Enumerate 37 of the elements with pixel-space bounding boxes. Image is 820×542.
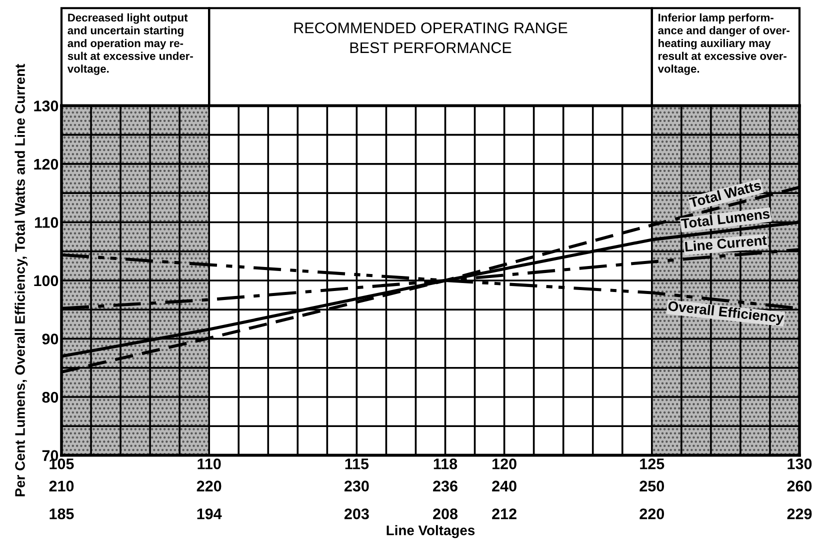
x2-tick-label: 250: [640, 480, 664, 492]
text: 208: [433, 508, 458, 520]
text: Total Watts: [688, 180, 762, 208]
text: 229: [787, 508, 812, 520]
text: 220: [640, 508, 664, 520]
band-label: Inferior lamp perform- ance and danger of over- heating auxiliary may result at excessive over- voltage.: [658, 13, 790, 75]
x-tick-label: 125: [640, 458, 664, 470]
x-tick-label: 110: [198, 458, 221, 470]
y-tick-label: 100: [34, 275, 58, 286]
y-tick-label: 110: [35, 217, 58, 228]
x-tick-label: 105: [50, 458, 74, 470]
text: 212: [492, 508, 516, 520]
y-axis-title: Per Cent Lumens, Overall Efficiency, Total Watts and Line Current: [14, 64, 28, 496]
text: Total Lumens: [680, 208, 770, 229]
x-axis-title: Line Voltages: [386, 525, 475, 538]
y-tick-label: 80: [42, 392, 58, 403]
text: RECOMMENDED OPERATING RANGE BEST PERFORMANCE: [294, 22, 568, 54]
y-tick-label: 70: [42, 450, 58, 461]
x2-tick-label: 220: [196, 480, 222, 492]
y-tick-label: 90: [42, 334, 58, 344]
x2-tick-label: 210: [49, 480, 74, 492]
series-label: Line Current: [684, 234, 767, 252]
x-tick-label: 118: [434, 458, 458, 470]
x-tick-label: 130: [788, 458, 812, 470]
y-tick-label: 130: [34, 100, 58, 112]
x2-tick-label: 236: [433, 480, 458, 492]
x2-tick-label: 260: [787, 480, 812, 492]
text: 194: [197, 508, 222, 520]
y-tick-label: 120: [34, 158, 58, 170]
text: Overall Efficiency: [668, 300, 784, 326]
text: 185: [50, 508, 74, 520]
x2-tick-label: 240: [492, 480, 516, 492]
x-tick-label: 120: [492, 458, 516, 470]
x2-tick-label: 230: [344, 480, 369, 492]
x-tick-label: 115: [345, 458, 369, 470]
band-label: Decreased light output and uncertain starting and operation may re- sult at excessive under- voltage.: [67, 13, 193, 75]
text: 203: [344, 508, 369, 520]
